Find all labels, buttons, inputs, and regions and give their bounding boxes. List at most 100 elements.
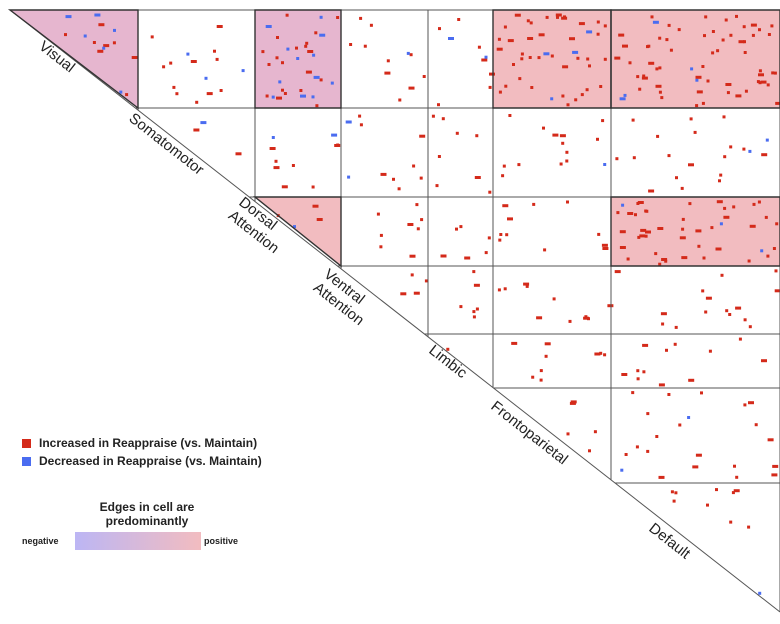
- edge-dot: [569, 37, 575, 41]
- edge-dot: [675, 176, 678, 180]
- edge-dot: [190, 60, 197, 63]
- edge-dot: [499, 233, 503, 236]
- edge-dot: [103, 44, 110, 48]
- edge-dot: [658, 66, 662, 70]
- edge-dot: [721, 38, 725, 42]
- edge-dot: [615, 157, 619, 161]
- edge-dot: [648, 61, 655, 65]
- edge-dot: [764, 215, 768, 219]
- edge-dot: [261, 50, 265, 54]
- edge-dot: [619, 97, 626, 101]
- edge-dot: [628, 61, 632, 65]
- edge-dot: [517, 163, 521, 167]
- edge-dot: [658, 383, 665, 387]
- edge-dot: [603, 24, 607, 28]
- edge-dot: [735, 94, 742, 98]
- edge-dot: [271, 136, 275, 139]
- edge-dot: [502, 204, 509, 208]
- edge-dot: [503, 287, 507, 291]
- edge-dot: [622, 44, 628, 48]
- edge-dot: [472, 270, 476, 274]
- edge-dot: [473, 283, 480, 287]
- edge-dot: [204, 76, 208, 80]
- matrix-cell-somatomotor-dorsal-attention: [255, 108, 341, 197]
- edge-dot: [511, 341, 518, 345]
- edge-dot: [475, 307, 479, 311]
- edge-dot: [392, 177, 395, 181]
- edge-dot: [539, 378, 543, 382]
- gradient-legend-title: Edges in cell are predominantly: [99, 500, 195, 528]
- edge-dot: [150, 35, 154, 39]
- matrix-cell-default-default: [611, 483, 780, 612]
- edge-dot: [642, 343, 649, 347]
- edge-dot: [336, 143, 340, 147]
- edge-dot: [291, 164, 295, 167]
- shaded-cell-border: [254, 9, 342, 109]
- edge-dot: [419, 134, 426, 138]
- edge-dot: [507, 217, 513, 221]
- edge-dot: [695, 75, 702, 79]
- edge-dot: [599, 85, 603, 88]
- edge-dot: [566, 200, 569, 204]
- edge-dot: [735, 14, 738, 18]
- edge-dot: [435, 184, 439, 188]
- edge-dot: [620, 468, 624, 472]
- matrix-cell-frontoparietal-default: [611, 388, 780, 483]
- edge-dot: [539, 369, 543, 373]
- edge-dot: [602, 247, 609, 250]
- edge-dot: [271, 95, 275, 99]
- edge-dot: [743, 403, 747, 407]
- edge-dot: [265, 94, 269, 98]
- edge-dot: [561, 141, 565, 145]
- edge-dot: [603, 353, 607, 357]
- edge-dot: [578, 22, 585, 26]
- edge-dot: [455, 227, 458, 231]
- edge-dot: [725, 309, 729, 313]
- edge-dot: [772, 464, 779, 468]
- edge-dot: [616, 211, 620, 215]
- edge-dot: [674, 325, 678, 329]
- edge-dot: [660, 312, 667, 316]
- edge-dot: [409, 53, 413, 57]
- edge-dot: [464, 256, 471, 260]
- edge-dot: [723, 155, 727, 159]
- edge-dot: [407, 223, 414, 226]
- edge-dot: [363, 44, 367, 48]
- edge-dot: [514, 13, 521, 17]
- edge-dot: [574, 98, 578, 102]
- edge-dot: [241, 69, 245, 73]
- edge-dot: [711, 30, 715, 33]
- edge-dot: [94, 13, 101, 17]
- edge-dot: [722, 115, 726, 119]
- edge-dot: [695, 229, 702, 233]
- edge-dot: [503, 25, 507, 29]
- edge-dot: [497, 288, 501, 292]
- edge-dot: [645, 230, 651, 234]
- edge-dot: [420, 218, 424, 222]
- edge-dot: [767, 33, 771, 36]
- edge-dot: [627, 212, 634, 215]
- edge-dot: [219, 89, 223, 92]
- edge-dot: [415, 203, 419, 207]
- edge-dot: [758, 73, 764, 77]
- edge-dot: [528, 56, 532, 59]
- edge-dot: [588, 449, 591, 453]
- edge-dot: [695, 78, 699, 82]
- edge-dot: [621, 203, 625, 207]
- edge-dot: [665, 38, 669, 42]
- edge-dot: [562, 65, 569, 69]
- edge-dot: [701, 65, 705, 68]
- edge-dot: [531, 375, 535, 379]
- edge-dot: [296, 57, 300, 60]
- edge-dot: [497, 37, 501, 41]
- edge-dot: [716, 49, 720, 53]
- edge-dot: [347, 175, 351, 179]
- edge-dot: [475, 134, 479, 138]
- edge-dot: [661, 258, 668, 261]
- edge-dot: [742, 25, 746, 29]
- edge-dot: [295, 46, 298, 50]
- edge-dot: [631, 391, 635, 395]
- edge-dot: [631, 118, 635, 122]
- edge-dot: [706, 79, 710, 83]
- edge-dot: [735, 306, 742, 310]
